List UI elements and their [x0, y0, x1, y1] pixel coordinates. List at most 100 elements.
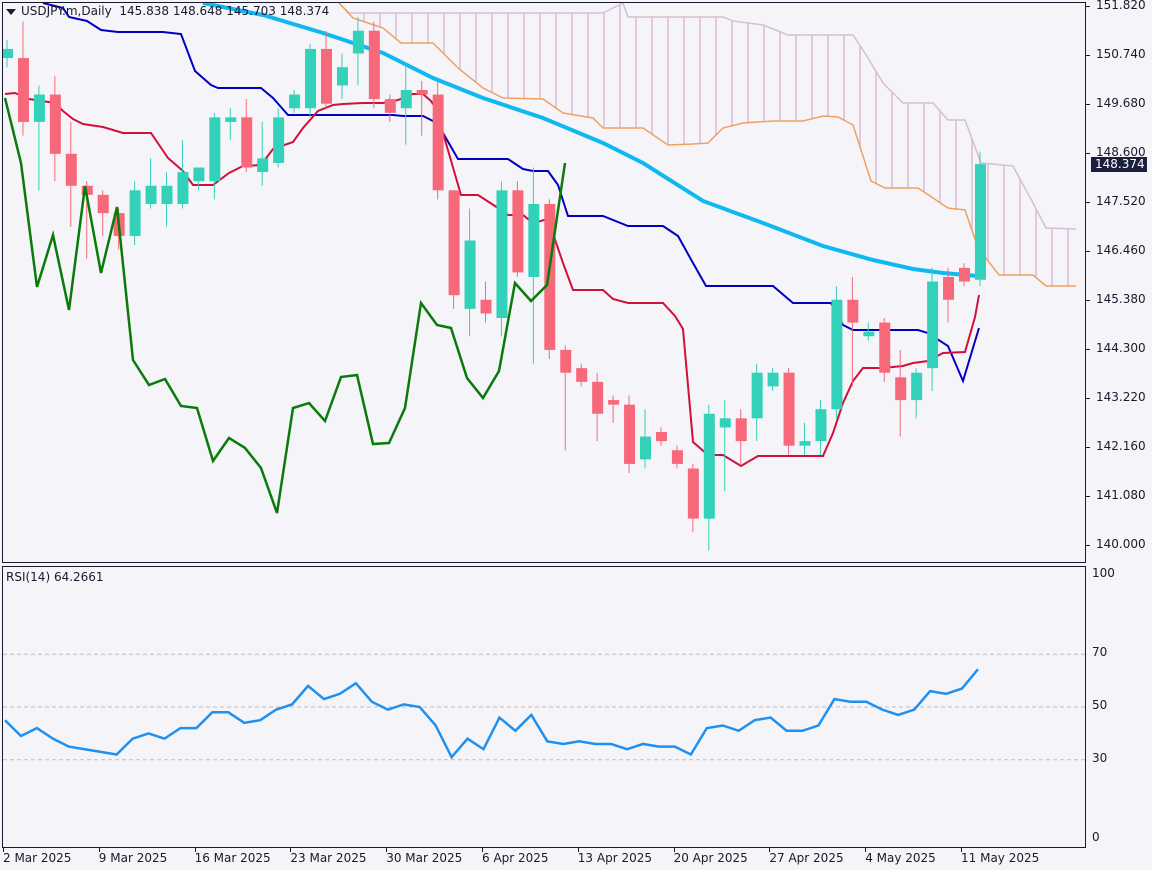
candle: [735, 409, 747, 464]
candle: [448, 190, 460, 309]
candle: [400, 62, 412, 145]
candle-body: [33, 94, 45, 122]
time-axis-label: 30 Mar 2025: [386, 851, 463, 865]
candle: [464, 208, 476, 337]
candle-body: [640, 436, 651, 460]
candle-body: [368, 30, 380, 100]
candle-body: [592, 381, 604, 414]
candle-body: [751, 372, 763, 419]
candle-body: [895, 377, 907, 401]
candle-body: [496, 190, 508, 318]
senkou-span-b-line: [338, 3, 1077, 230]
price-chart-pane[interactable]: [2, 2, 1086, 563]
candle: [528, 167, 540, 364]
candle: [671, 445, 683, 469]
candle-body: [879, 322, 891, 373]
candle: [719, 400, 731, 492]
candle: [560, 345, 572, 451]
candle-body: [273, 117, 285, 163]
candle: [209, 112, 221, 200]
time-axis-label: 16 Mar 2025: [194, 851, 271, 865]
candle-body: [3, 48, 13, 59]
time-tick: [769, 848, 771, 852]
time-tick: [290, 848, 292, 852]
candle: [959, 263, 970, 287]
candle: [336, 53, 348, 100]
candle-body: [783, 372, 795, 446]
candle-body: [352, 30, 364, 54]
candle-body: [416, 89, 428, 95]
candle-body: [719, 418, 731, 428]
candle-body: [289, 94, 301, 109]
rsi-axis-label: 100: [1092, 566, 1115, 580]
price-tick: [1086, 6, 1090, 7]
candle: [544, 199, 556, 360]
candle-body: [576, 368, 588, 382]
time-axis-label: 11 May 2025: [961, 851, 1040, 865]
candle: [225, 108, 237, 141]
candle-body: [687, 468, 699, 519]
candle: [687, 463, 699, 533]
rsi-pane[interactable]: [2, 566, 1086, 848]
candle: [655, 427, 667, 446]
candle: [815, 400, 827, 455]
candle: [703, 404, 715, 551]
candle: [65, 121, 77, 227]
candle-body: [974, 164, 986, 280]
candle-body: [17, 58, 29, 122]
candle-body: [544, 203, 556, 350]
price-axis-label: 143.220: [1096, 390, 1146, 404]
candle-body: [97, 194, 109, 214]
time-tick: [98, 848, 100, 852]
candle: [432, 80, 444, 200]
price-axis-label: 144.300: [1096, 341, 1146, 355]
candle: [3, 39, 13, 68]
candle-body: [432, 94, 444, 191]
candle: [640, 409, 651, 469]
price-chart-canvas[interactable]: [3, 3, 1085, 562]
rsi-axis-label: 70: [1092, 645, 1108, 660]
candle-body: [145, 185, 157, 204]
chikou-span-line: [3, 97, 567, 514]
candle-body: [321, 48, 332, 104]
time-tick: [482, 848, 483, 852]
candle: [480, 281, 492, 323]
price-axis-label: 146.460: [1096, 243, 1146, 257]
price-axis-label: 140.000: [1096, 537, 1146, 551]
candle: [161, 172, 173, 227]
candle: [927, 267, 939, 391]
candle-body: [161, 185, 173, 204]
candle-body: [703, 413, 715, 519]
price-tick: [1086, 251, 1090, 252]
time-tick: [386, 848, 388, 852]
candle: [384, 94, 396, 122]
price-tick: [1086, 545, 1090, 546]
candle-body: [384, 99, 396, 113]
price-tick: [1086, 496, 1090, 497]
candle: [879, 317, 891, 382]
candle: [895, 349, 907, 437]
candle: [145, 158, 157, 209]
candle: [49, 76, 61, 182]
candle-body: [911, 372, 923, 401]
time-tick: [961, 848, 962, 852]
price-tick: [1086, 447, 1090, 448]
candle: [943, 267, 955, 323]
rsi-chart-canvas[interactable]: [3, 567, 1085, 847]
time-axis-label: 13 Apr 2025: [577, 851, 652, 865]
rsi-axis-label: 30: [1092, 750, 1108, 765]
candle-body: [225, 117, 237, 122]
candle-body: [257, 158, 269, 173]
candle: [289, 89, 301, 113]
candle-body: [799, 441, 811, 446]
candle-body: [608, 400, 620, 405]
time-axis-label: 27 Apr 2025: [769, 851, 844, 865]
dropdown-triangle-icon[interactable]: [6, 8, 16, 15]
candle: [241, 99, 253, 173]
time-tick: [673, 848, 675, 852]
kijun-sen-line: [42, 3, 980, 384]
time-tick: [577, 848, 579, 852]
candle-body: [49, 94, 61, 154]
candle: [512, 181, 524, 277]
time-axis-label: 2 Mar 2025: [3, 851, 72, 865]
